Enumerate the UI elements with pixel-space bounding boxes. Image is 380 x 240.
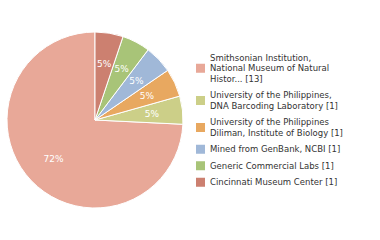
legend-label: University of the PhilippinesDiliman, In… <box>210 117 343 138</box>
legend-swatch <box>196 123 205 132</box>
chart: 72%5%5%5%5%5%Smithsonian Institution,Nat… <box>0 0 380 240</box>
legend-label: Cincinnati Museum Center [1] <box>210 177 337 187</box>
legend-swatch <box>196 64 205 73</box>
legend-label: University of the Philippines,DNA Barcod… <box>210 90 338 111</box>
legend-swatch <box>196 161 205 170</box>
data-labels: 72%5%5%5%5%5% <box>44 59 160 165</box>
legend-label: Generic Commercial Labs [1] <box>210 161 334 171</box>
data-label: 5% <box>115 64 130 74</box>
data-label: 5% <box>129 76 144 86</box>
data-label: 5% <box>140 91 155 101</box>
data-label: 72% <box>44 154 64 164</box>
data-label: 5% <box>97 59 112 69</box>
pie-slice <box>95 32 123 120</box>
legend-label: Mined from GenBank, NCBI [1] <box>210 144 340 154</box>
legend-swatch <box>196 178 205 187</box>
legend-swatch <box>196 96 205 105</box>
legend-label: Smithsonian Institution,National Museum … <box>210 53 329 84</box>
pie <box>7 32 183 208</box>
data-label: 5% <box>145 109 160 119</box>
legend: Smithsonian Institution,National Museum … <box>196 53 343 188</box>
legend-swatch <box>196 145 205 154</box>
pie-slice <box>7 32 183 208</box>
